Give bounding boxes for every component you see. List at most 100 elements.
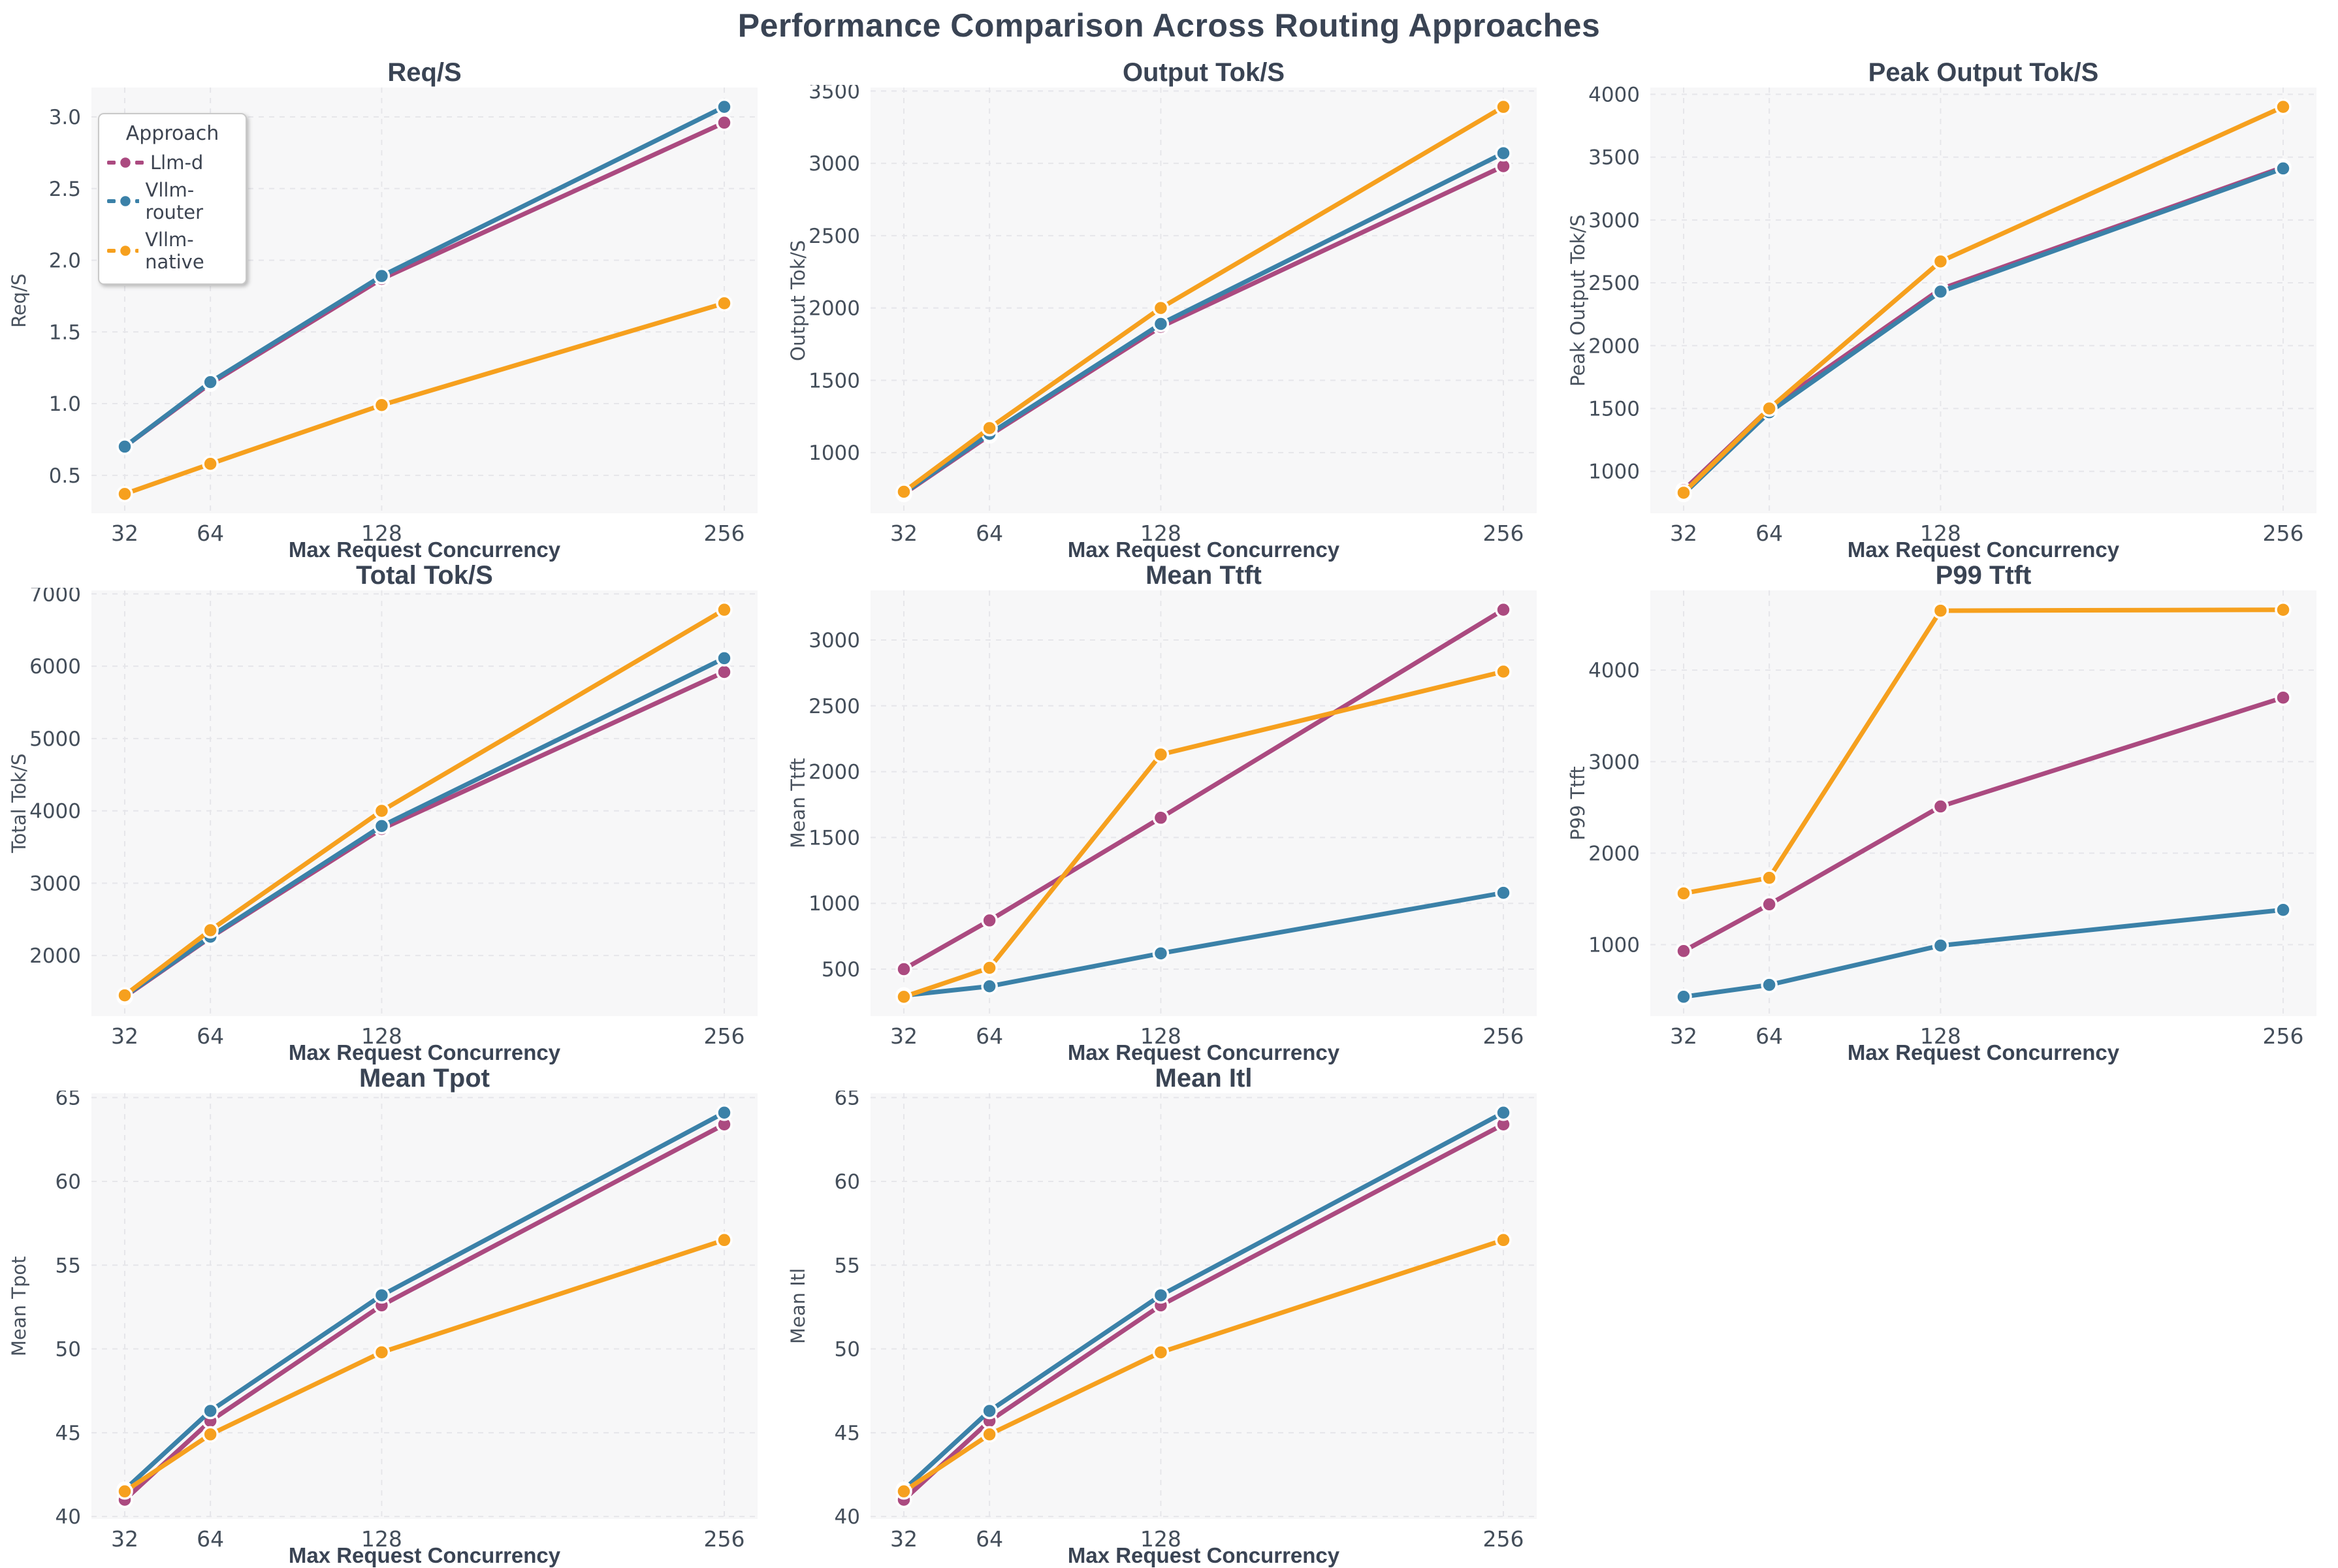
plot-background bbox=[871, 590, 1537, 1016]
x-tick-label: 64 bbox=[197, 520, 224, 542]
series-line-vllm-native bbox=[901, 1238, 1506, 1494]
x-tick-label: 64 bbox=[1755, 520, 1783, 542]
chart-mean-ttft: Mean Ttft Mean Ttft 500 1000 1500 2000 2500 3… bbox=[779, 558, 1558, 1064]
y-tick-label: 1000 bbox=[1588, 460, 1640, 484]
x-tick-label: 64 bbox=[197, 1023, 224, 1045]
y-tick-label: 1500 bbox=[809, 826, 860, 850]
series-line-vllm-native bbox=[122, 1238, 727, 1494]
data-point-vllm-native-x64 bbox=[981, 959, 998, 976]
x-tick-label: 32 bbox=[1670, 1023, 1697, 1045]
data-point-llm-d-x128 bbox=[1932, 798, 1949, 815]
y-tick-label: 1000 bbox=[809, 441, 860, 465]
data-point-vllm-native-x32 bbox=[116, 485, 133, 503]
x-tick-label: 32 bbox=[111, 1526, 138, 1548]
x-axis-label-req-s: Max Request Concurrency bbox=[288, 537, 561, 562]
data-point-vllm-native-x128 bbox=[1932, 602, 1949, 619]
legend: Approach Llm-d Vllm-router Vllm-na bbox=[98, 113, 247, 285]
data-point-vllm-router-x256 bbox=[2275, 901, 2292, 918]
y-tick-label: 45 bbox=[835, 1422, 860, 1445]
series-line-llm-d bbox=[1681, 695, 2286, 953]
chart-peak-output-tok-s: Peak Output Tok/S Peak Output Tok/S 1000… bbox=[1559, 56, 2338, 562]
y-tick-label: 60 bbox=[835, 1170, 860, 1194]
chart-req-s: Req/S Req/S 0.5 1.0 1.5 2.0 2.5 3.0 32 64 128 256… bbox=[0, 56, 779, 562]
data-point-vllm-router-x32 bbox=[116, 438, 133, 455]
data-point-vllm-native-x128 bbox=[373, 1343, 391, 1361]
y-tick-label: 4000 bbox=[1588, 85, 1640, 106]
x-axis-label-mean-tpot: Max Request Concurrency bbox=[288, 1543, 561, 1567]
x-tick-label: 64 bbox=[976, 1526, 1003, 1548]
x-tick-label: 256 bbox=[1483, 1023, 1524, 1045]
chart-p99-ttft: P99 Ttft P99 Ttft 1000 2000 3000 4000 32 64 12… bbox=[1559, 558, 2338, 1064]
data-point-vllm-router-x128 bbox=[373, 818, 391, 835]
plot-area-p99-ttft: 1000 2000 3000 4000 32 64 128 256 bbox=[1588, 590, 2316, 1045]
data-point-vllm-native-x128 bbox=[1152, 1343, 1170, 1361]
x-tick-label: 256 bbox=[704, 1023, 745, 1045]
data-point-vllm-native-x256 bbox=[716, 601, 733, 618]
x-tick-label: 256 bbox=[2263, 520, 2304, 542]
x-tick-label: 128 bbox=[361, 1023, 402, 1045]
data-point-vllm-native-x32 bbox=[1675, 885, 1692, 902]
data-point-vllm-router-x128 bbox=[373, 1287, 391, 1304]
plot-area-mean-itl: 40 45 50 55 60 65 32 64 128 256 bbox=[835, 1091, 1537, 1548]
data-point-vllm-router-x128 bbox=[1152, 315, 1170, 332]
data-point-vllm-router-x128 bbox=[1152, 1287, 1170, 1304]
legend-glyph-llm-d-icon bbox=[107, 155, 144, 170]
x-tick-label: 256 bbox=[1483, 520, 1524, 542]
data-point-vllm-native-x64 bbox=[202, 1426, 219, 1443]
data-point-llm-d-x256 bbox=[716, 664, 733, 680]
data-point-vllm-native-x32 bbox=[895, 988, 912, 1006]
data-point-vllm-native-x256 bbox=[1495, 1232, 1512, 1249]
y-tick-label: 2000 bbox=[1588, 334, 1640, 358]
plot-background bbox=[1650, 88, 2316, 513]
y-tick-label: 6000 bbox=[29, 655, 81, 679]
chart-mean-itl: Mean Itl Mean Itl 40 45 50 55 60 65 32 64 128 256… bbox=[779, 1061, 1558, 1567]
y-tick-label: 50 bbox=[835, 1338, 860, 1362]
data-point-vllm-router-x128 bbox=[373, 267, 391, 285]
y-tick-label: 3000 bbox=[1588, 209, 1640, 232]
series-line-vllm-router bbox=[1681, 907, 2286, 999]
series-line-vllm-router bbox=[901, 1110, 1506, 1492]
data-point-vllm-router-x128 bbox=[1932, 937, 1949, 954]
x-tick-label: 64 bbox=[1755, 1023, 1783, 1045]
y-tick-label: 2500 bbox=[809, 695, 860, 718]
y-tick-label: 3000 bbox=[1588, 750, 1640, 774]
legend-label-llm-d: Llm-d bbox=[150, 152, 204, 174]
x-tick-label: 256 bbox=[704, 1526, 745, 1548]
data-point-llm-d-x256 bbox=[716, 114, 733, 131]
x-tick-label: 64 bbox=[976, 520, 1003, 542]
y-tick-label: 2000 bbox=[809, 297, 860, 321]
chart-title-mean-tpot: Mean Tpot bbox=[359, 1064, 490, 1093]
x-axis-label-mean-ttft: Max Request Concurrency bbox=[1067, 1040, 1340, 1064]
x-tick-label: 32 bbox=[111, 1023, 138, 1045]
y-tick-label: 3.0 bbox=[49, 106, 81, 129]
x-tick-label: 128 bbox=[1140, 1023, 1181, 1045]
y-tick-label: 4000 bbox=[29, 800, 81, 824]
data-point-vllm-native-x64 bbox=[1761, 869, 1778, 886]
data-point-vllm-router-x256 bbox=[716, 650, 733, 667]
data-point-vllm-router-x64 bbox=[202, 1402, 219, 1420]
data-point-llm-d-x64 bbox=[981, 912, 998, 929]
y-tick-label: 1000 bbox=[809, 892, 860, 916]
x-tick-label: 32 bbox=[1670, 520, 1697, 542]
plot-area-mean-ttft: 500 1000 1500 2000 2500 3000 32 64 128 256 bbox=[809, 590, 1537, 1045]
x-axis-label-p99-ttft: Max Request Concurrency bbox=[1847, 1040, 2120, 1064]
chart-title-mean-itl: Mean Itl bbox=[1155, 1064, 1253, 1093]
data-point-vllm-native-x128 bbox=[1932, 253, 1949, 270]
chart-output-tok-s: Output Tok/S Output Tok/S 1000 1500 2000 25… bbox=[779, 56, 1558, 562]
y-tick-label: 3500 bbox=[809, 85, 860, 103]
series-line-vllm-router bbox=[122, 1110, 727, 1492]
x-tick-label: 128 bbox=[1140, 1526, 1181, 1548]
y-tick-label: 55 bbox=[56, 1254, 81, 1277]
y-tick-label: 4000 bbox=[1588, 659, 1640, 682]
series-line-vllm-router bbox=[901, 890, 1506, 998]
y-tick-label: 40 bbox=[835, 1505, 860, 1529]
y-tick-label: 65 bbox=[56, 1091, 81, 1110]
series-line-vllm-native bbox=[1681, 607, 2286, 896]
x-axis-label-mean-itl: Max Request Concurrency bbox=[1067, 1543, 1340, 1567]
x-tick-label: 128 bbox=[361, 1526, 402, 1548]
y-tick-label: 3000 bbox=[809, 629, 860, 652]
x-tick-label: 256 bbox=[704, 520, 745, 542]
y-tick-label: 3000 bbox=[29, 872, 81, 895]
y-tick-label: 500 bbox=[822, 958, 860, 982]
data-point-vllm-native-x64 bbox=[202, 921, 219, 939]
